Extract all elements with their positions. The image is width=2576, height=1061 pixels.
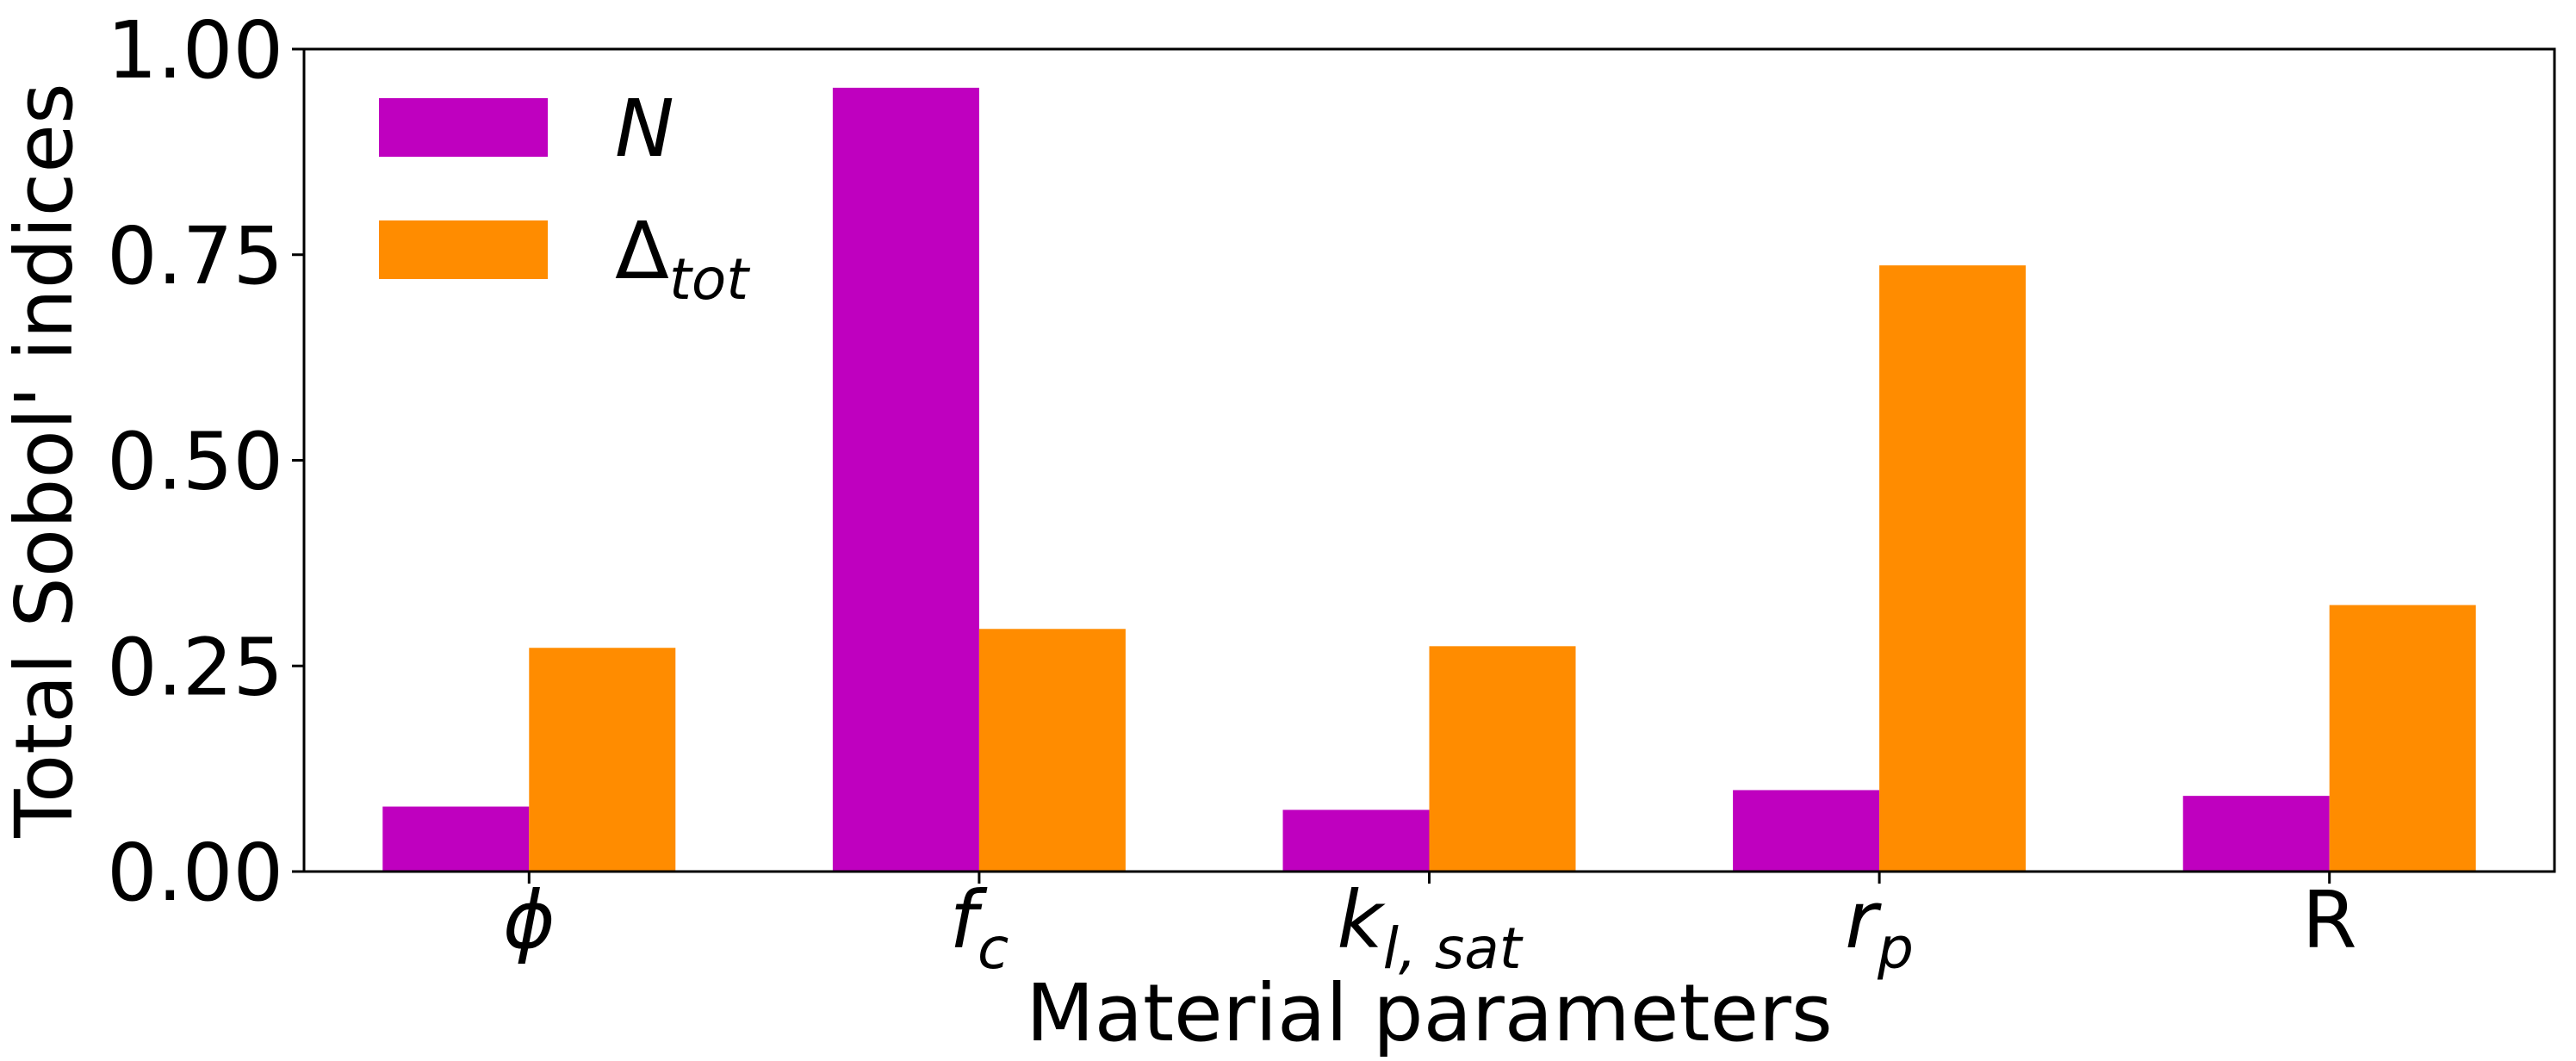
y-tick-label: 0.00 xyxy=(107,827,283,919)
bar-delta-tot-1 xyxy=(978,629,1126,872)
x-tick-label: R xyxy=(2302,874,2357,966)
x-tick-label-base: r xyxy=(1845,874,1882,966)
bar-N-3 xyxy=(1733,790,1880,872)
legend-label-N-base: N xyxy=(615,83,674,175)
x-tick-label-base: k xyxy=(1337,874,1386,966)
y-tick-label: 0.75 xyxy=(107,210,283,302)
bar-N-2 xyxy=(1282,810,1430,872)
legend-swatch-N xyxy=(379,98,548,157)
legend-label-delta-tot-base: Δ xyxy=(615,205,669,297)
bar-delta-tot-3 xyxy=(1879,265,2027,872)
y-axis: 0.00 0.25 0.50 0.75 1.00 xyxy=(107,4,304,919)
bars-group xyxy=(382,87,2476,872)
y-axis-label: Total Sobol' indices xyxy=(0,83,90,839)
bar-delta-tot-0 xyxy=(529,648,676,872)
x-tick-label-base: R xyxy=(2302,874,2357,966)
x-axis: ϕ fc kl, sat rp R xyxy=(503,872,2357,982)
legend-label-delta-tot-sub: tot xyxy=(669,246,750,313)
y-tick-label: 0.25 xyxy=(107,621,283,713)
bar-delta-tot-4 xyxy=(2329,605,2476,872)
bar-N-1 xyxy=(832,87,979,872)
x-tick-label-sub: c xyxy=(978,915,1009,982)
bar-N-0 xyxy=(382,806,530,872)
legend-label-delta-tot: Δtot xyxy=(615,205,750,313)
x-axis-label: Material parameters xyxy=(1026,967,1833,1059)
legend-label-N: N xyxy=(615,83,674,175)
y-tick-label: 0.50 xyxy=(107,416,283,508)
x-tick-label-sub: p xyxy=(1877,915,1914,982)
x-tick-label: rp xyxy=(1845,874,1914,982)
bar-N-4 xyxy=(2182,796,2330,872)
x-tick-label-sub: l, sat xyxy=(1383,915,1524,982)
x-tick-label: fc xyxy=(950,874,1009,982)
x-tick-label-base: ϕ xyxy=(503,874,556,966)
y-tick-label: 1.00 xyxy=(107,4,283,96)
legend-swatch-delta-tot xyxy=(379,220,548,279)
x-tick-label: ϕ xyxy=(503,874,556,966)
x-tick-label: kl, sat xyxy=(1337,874,1523,982)
bar-delta-tot-2 xyxy=(1429,646,1576,872)
